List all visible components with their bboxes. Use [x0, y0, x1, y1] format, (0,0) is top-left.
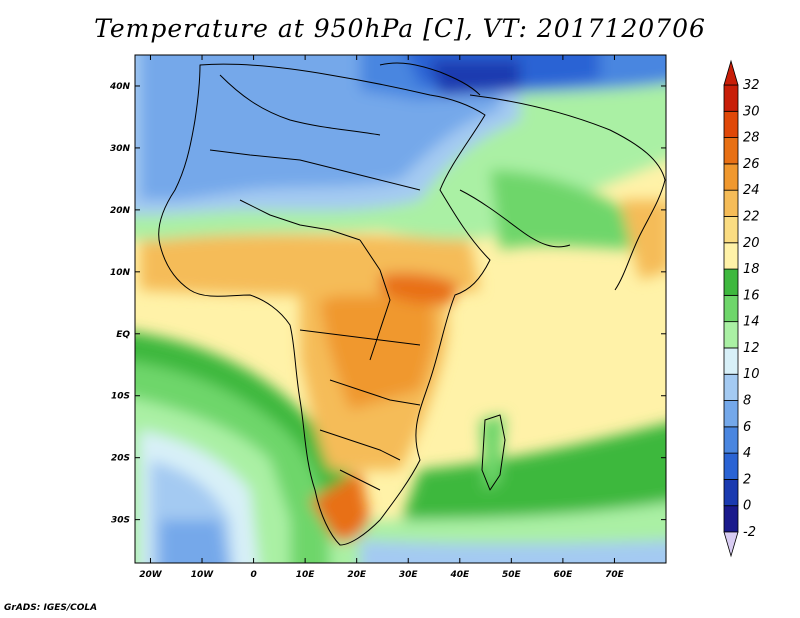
colorbar-segment — [723, 347, 739, 375]
colorbar-label: 28 — [743, 131, 760, 146]
y-tick-label: 30N — [110, 144, 131, 154]
colorbar-label: 22 — [743, 209, 760, 224]
coastlines — [158, 62, 666, 546]
colorbar-label: 12 — [743, 341, 760, 356]
colorbar-segment — [723, 163, 739, 191]
colorbar-over-arrow — [723, 59, 739, 86]
x-tick-label: 40E — [449, 570, 470, 580]
colorbar-label: -2 — [743, 525, 756, 540]
colorbar-label: 24 — [743, 183, 760, 198]
colorbar-label: 10 — [743, 367, 760, 382]
y-tick-label: 30S — [111, 516, 130, 526]
y-tick-label: EQ — [116, 330, 130, 340]
y-tick-label: 20S — [111, 454, 130, 464]
y-tick-label: 40N — [109, 82, 131, 92]
colorbar-segment — [723, 426, 739, 454]
colorbar-segment — [723, 294, 739, 323]
colorbar-label: 2 — [743, 472, 751, 487]
colorbar-segment — [723, 84, 739, 112]
colorbar-label: 26 — [743, 157, 760, 172]
x-tick-label: 10E — [296, 570, 316, 580]
x-tick-label: 50E — [502, 570, 522, 580]
x-tick-label: 70E — [605, 570, 625, 580]
colorbar-segment — [723, 242, 739, 270]
y-tick-label: 20N — [110, 206, 131, 216]
colorbar-label: 20 — [743, 236, 760, 251]
y-tick-label: 10S — [111, 392, 130, 402]
colorbar-segment — [723, 268, 739, 296]
colorbar-label: 0 — [743, 499, 751, 514]
colorbar-label: 32 — [743, 78, 760, 93]
colorbar-segment — [723, 321, 739, 349]
map-title: Temperature at 950hPa [C], VT: 201712070… — [94, 14, 706, 43]
colorbar-segment — [723, 137, 739, 165]
x-tick-label: 20E — [347, 570, 367, 580]
longitude-axis: 20W 10W 0 10E 20E 30E 40E 50E 60E 70E — [139, 55, 625, 580]
temperature-field — [135, 55, 666, 563]
y-tick-label: 10N — [110, 268, 131, 278]
colorbar-segment — [723, 505, 739, 533]
colorbar-segment — [723, 216, 739, 244]
colorbar-label: 30 — [743, 104, 760, 119]
x-tick-label: 60E — [554, 570, 574, 580]
colorbar-segment — [723, 110, 739, 138]
colorbar-label: 14 — [743, 315, 760, 330]
colorbar-label: 16 — [743, 288, 760, 303]
x-tick-label: 30E — [399, 570, 419, 580]
map-frame — [134, 54, 667, 564]
colorbar-segment — [723, 373, 739, 401]
colorbar-label: 4 — [743, 446, 751, 461]
x-tick-label: 10W — [191, 570, 215, 580]
x-tick-label: 0 — [250, 570, 256, 580]
x-tick-label: 20W — [139, 570, 163, 580]
colorbar-label: 6 — [743, 420, 751, 435]
colorbar-segment — [723, 189, 739, 217]
latitude-axis: 40N 30N 20N 10N EQ 10S 20S 30S — [109, 82, 666, 526]
colorbar-segment — [723, 479, 739, 507]
colorbar-under-arrow — [723, 531, 739, 558]
grads-credit: GrADS: IGES/COLA — [4, 603, 98, 613]
colorbar-segment — [723, 452, 739, 480]
colorbar-label: 18 — [743, 262, 760, 277]
colorbar-segment — [723, 400, 739, 428]
colorbar-label: 8 — [743, 394, 751, 409]
